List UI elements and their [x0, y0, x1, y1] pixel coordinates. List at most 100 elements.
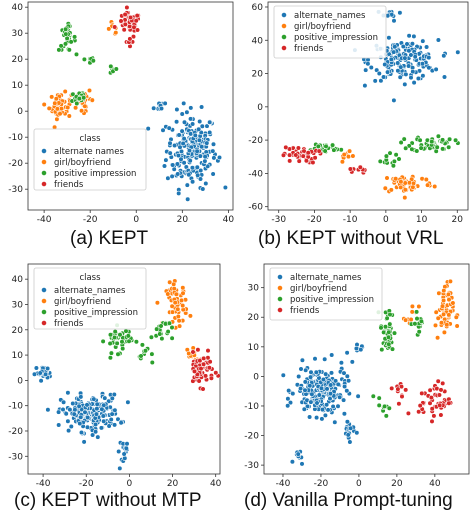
scatter-point	[304, 403, 311, 410]
scatter-point	[441, 297, 447, 304]
scatter-point	[391, 97, 397, 103]
scatter-point	[166, 125, 172, 131]
scatter-point	[303, 158, 310, 164]
scatter-point	[295, 451, 301, 457]
legend-label: alternate_names	[290, 273, 362, 283]
y-tick-label: -40	[248, 169, 263, 179]
scatter-point	[319, 407, 326, 413]
y-tick-label: 0	[253, 372, 259, 382]
caption-b: (b) KEPT without VRL	[258, 228, 444, 249]
scatter-point	[194, 148, 200, 154]
scatter-point	[425, 182, 431, 188]
scatter-point	[111, 422, 118, 428]
scatter-point	[350, 153, 356, 159]
scatter-point	[398, 64, 404, 70]
x-tick-label: -20	[314, 479, 329, 489]
scatter-point	[417, 403, 423, 409]
scatter-point	[347, 439, 353, 445]
scatter-point	[66, 113, 72, 119]
scatter-point	[323, 143, 329, 149]
scatter-point	[181, 100, 187, 106]
scatter-point	[342, 383, 348, 390]
scatter-point	[139, 342, 145, 348]
y-tick-label: -20	[8, 427, 23, 437]
scatter-point	[370, 393, 376, 399]
scatter-point	[56, 47, 62, 53]
x-tick-label: -10	[343, 215, 358, 225]
scatter-point	[435, 133, 442, 139]
scatter-point	[76, 403, 82, 409]
scatter-point	[189, 165, 195, 171]
scatter-point	[199, 123, 205, 129]
y-tick-label: -20	[244, 432, 259, 442]
scatter-point	[63, 31, 69, 37]
scatter-point	[295, 145, 302, 151]
scatter-point	[316, 148, 322, 154]
scatter-point	[438, 320, 445, 326]
scatter-point	[341, 411, 348, 417]
legend: alternate_namesgirl/boyfriendpositive_im…	[269, 267, 383, 321]
x-tick-label: 20	[452, 215, 464, 225]
scatter-point	[408, 316, 414, 323]
scatter-point	[314, 415, 320, 421]
scatter-point	[71, 34, 78, 40]
scatter-point	[64, 35, 70, 42]
legend-label: alternate names	[54, 147, 124, 157]
scatter-point	[447, 278, 454, 285]
scatter-point	[374, 67, 380, 73]
legend-label: girl/boyfriend	[294, 22, 351, 32]
scatter-point	[432, 322, 439, 329]
scatter-point	[289, 459, 296, 465]
scatter-point	[387, 150, 393, 156]
scatter-point	[335, 381, 341, 388]
scatter-point	[203, 180, 209, 187]
scatter-point	[187, 158, 193, 164]
scatter-point	[131, 24, 137, 30]
scatter-point	[198, 366, 204, 372]
scatter-point	[298, 386, 304, 392]
x-tick-label: -20	[83, 215, 98, 225]
y-tick-label: 30	[12, 29, 24, 39]
scatter-point	[175, 171, 181, 177]
scatter-point	[165, 329, 171, 335]
scatter-point	[324, 402, 330, 408]
scatter-point	[190, 179, 196, 185]
scatter-point	[395, 68, 401, 74]
scatter-point	[347, 148, 353, 154]
y-tick-label: 0	[17, 376, 23, 386]
scatter-point	[398, 184, 404, 190]
scatter-point	[387, 321, 393, 327]
scatter-point	[402, 81, 408, 87]
series-2	[370, 308, 425, 419]
scatter-point	[121, 27, 127, 33]
y-tick-label: -30	[244, 461, 259, 471]
scatter-point	[411, 33, 417, 40]
scatter-point	[395, 386, 401, 392]
scatter-point	[384, 175, 390, 181]
scatter-point	[435, 315, 441, 321]
scatter-point	[316, 392, 322, 398]
scatter-point	[376, 70, 382, 77]
scatter-point	[349, 359, 355, 365]
scatter-point	[415, 75, 422, 82]
scatter-point	[441, 288, 447, 294]
scatter-point	[54, 106, 61, 112]
scatter-point	[91, 396, 97, 402]
scatter-point	[38, 378, 44, 384]
x-tick-label: 20	[177, 215, 189, 225]
y-tick-label: -10	[8, 133, 23, 143]
scatter-point	[362, 82, 368, 89]
y-tick-label: 10	[248, 343, 260, 353]
y-tick-label: 40	[252, 36, 264, 46]
scatter-point	[149, 359, 155, 366]
scatter-point	[99, 406, 105, 412]
scatter-point	[184, 182, 190, 188]
scatter-point	[280, 372, 286, 378]
scatter-point	[181, 136, 187, 142]
scatter-point	[86, 87, 93, 94]
scatter-points	[41, 4, 228, 202]
scatter-point	[205, 355, 211, 361]
scatter-point	[175, 306, 181, 312]
legend-label: friends	[54, 319, 84, 329]
scatter-point	[387, 311, 393, 318]
